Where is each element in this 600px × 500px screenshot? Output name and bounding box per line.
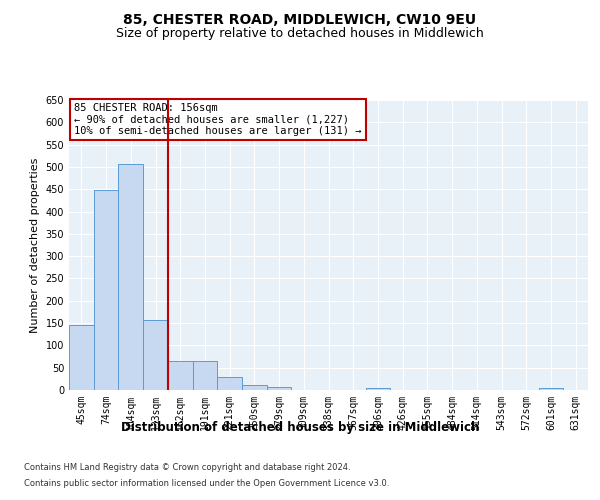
Bar — [217, 376, 242, 390]
Bar — [242, 384, 267, 390]
Bar — [118, 164, 143, 390]
Text: Contains HM Land Registry data © Crown copyright and database right 2024.: Contains HM Land Registry data © Crown c… — [24, 464, 350, 472]
Text: Distribution of detached houses by size in Middlewich: Distribution of detached houses by size … — [121, 421, 479, 434]
Bar — [539, 388, 563, 390]
Text: 85 CHESTER ROAD: 156sqm
← 90% of detached houses are smaller (1,227)
10% of semi: 85 CHESTER ROAD: 156sqm ← 90% of detache… — [74, 103, 362, 136]
Y-axis label: Number of detached properties: Number of detached properties — [30, 158, 40, 332]
Text: Size of property relative to detached houses in Middlewich: Size of property relative to detached ho… — [116, 28, 484, 40]
Bar — [365, 388, 390, 390]
Text: 85, CHESTER ROAD, MIDDLEWICH, CW10 9EU: 85, CHESTER ROAD, MIDDLEWICH, CW10 9EU — [124, 12, 476, 26]
Bar — [94, 190, 118, 390]
Text: Contains public sector information licensed under the Open Government Licence v3: Contains public sector information licen… — [24, 478, 389, 488]
Bar — [69, 326, 94, 390]
Bar — [267, 388, 292, 390]
Bar — [168, 361, 193, 390]
Bar — [193, 361, 217, 390]
Bar — [143, 320, 168, 390]
